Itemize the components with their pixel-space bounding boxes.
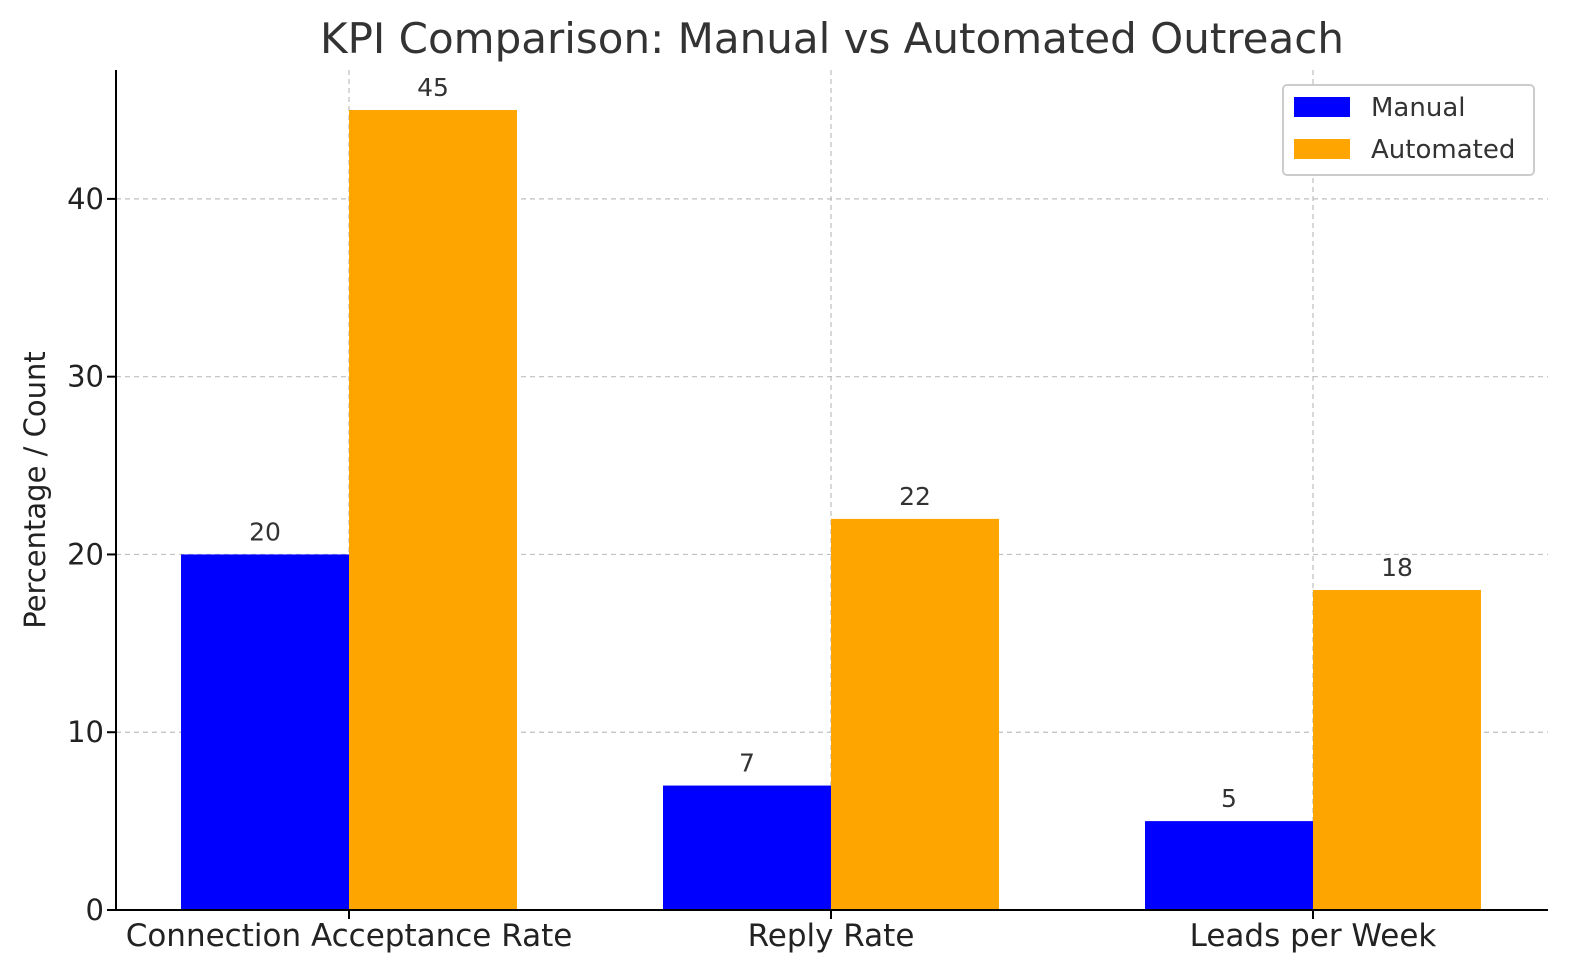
legend-label-manual: Manual: [1371, 93, 1465, 123]
data-label: 45: [417, 73, 449, 102]
chart-title: KPI Comparison: Manual vs Automated Outr…: [320, 14, 1344, 63]
y-tick-label: 40: [67, 182, 104, 216]
data-label: 22: [899, 482, 931, 511]
bar-automated-2: [1313, 590, 1481, 910]
legend-label-automated: Automated: [1371, 135, 1515, 165]
bar-manual-1: [663, 785, 831, 910]
bars: [181, 110, 1481, 910]
data-label: 18: [1381, 553, 1413, 582]
y-tick-label: 20: [67, 537, 104, 571]
data-label: 7: [739, 749, 755, 778]
axes: 0 10 20 30 40 Connection Acceptance Rate Reply…: [67, 70, 1548, 954]
x-tick-label: Connection Acceptance Rate: [126, 918, 573, 954]
bar-manual-2: [1145, 821, 1313, 910]
y-tick-label: 0: [86, 893, 104, 927]
legend-swatch-manual: [1294, 97, 1350, 117]
legend-swatch-automated: [1294, 139, 1350, 159]
y-tick-label: 10: [67, 715, 104, 749]
bar-automated-1: [831, 518, 999, 910]
value-labels: 20 7 5 45 22 18: [249, 73, 1413, 813]
data-label: 5: [1221, 784, 1237, 813]
bar-manual-0: [181, 554, 349, 910]
x-tick-label: Leads per Week: [1190, 918, 1437, 954]
legend: Manual Automated: [1282, 84, 1535, 176]
y-tick-label: 30: [67, 360, 104, 394]
bar-automated-0: [349, 110, 517, 910]
y-axis-title: Percentage / Count: [18, 351, 52, 628]
data-label: 20: [249, 517, 281, 546]
x-tick-label: Reply Rate: [748, 918, 915, 954]
